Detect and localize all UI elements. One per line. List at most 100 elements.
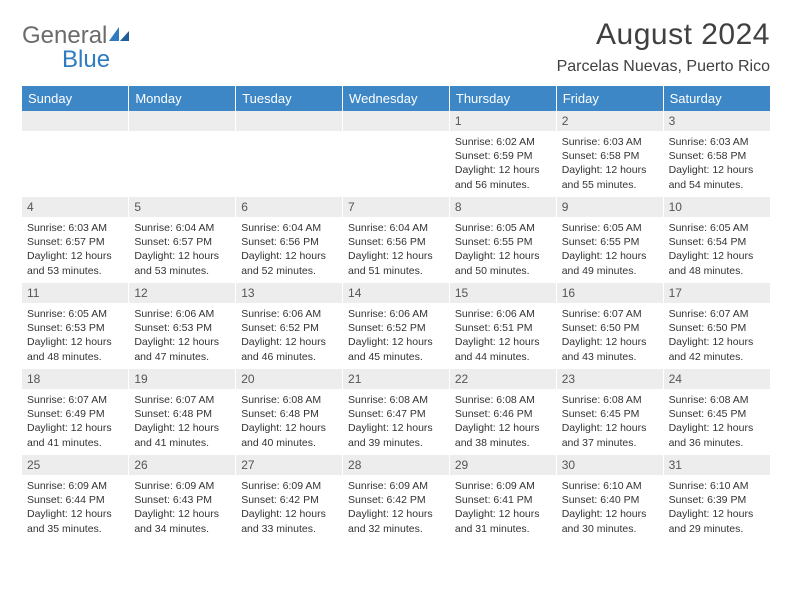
day-header: Monday xyxy=(129,86,236,111)
day-body: Sunrise: 6:06 AMSunset: 6:51 PMDaylight:… xyxy=(450,304,556,367)
calendar-cell: 26Sunrise: 6:09 AMSunset: 6:43 PMDayligh… xyxy=(129,455,236,541)
calendar-row: 11Sunrise: 6:05 AMSunset: 6:53 PMDayligh… xyxy=(22,283,770,369)
calendar-cell: 4Sunrise: 6:03 AMSunset: 6:57 PMDaylight… xyxy=(22,197,129,283)
calendar-cell: 16Sunrise: 6:07 AMSunset: 6:50 PMDayligh… xyxy=(556,283,663,369)
calendar-cell: 2Sunrise: 6:03 AMSunset: 6:58 PMDaylight… xyxy=(556,111,663,197)
calendar-cell xyxy=(22,111,129,197)
day-number: 29 xyxy=(450,455,556,476)
calendar-cell: 19Sunrise: 6:07 AMSunset: 6:48 PMDayligh… xyxy=(129,369,236,455)
day-number: 20 xyxy=(236,369,342,390)
day-body: Sunrise: 6:06 AMSunset: 6:52 PMDaylight:… xyxy=(236,304,342,367)
day-number: 1 xyxy=(450,111,556,132)
calendar-cell: 9Sunrise: 6:05 AMSunset: 6:55 PMDaylight… xyxy=(556,197,663,283)
day-body-empty xyxy=(343,132,449,188)
day-body: Sunrise: 6:08 AMSunset: 6:47 PMDaylight:… xyxy=(343,390,449,453)
day-body: Sunrise: 6:06 AMSunset: 6:52 PMDaylight:… xyxy=(343,304,449,367)
day-number: 6 xyxy=(236,197,342,218)
day-body: Sunrise: 6:09 AMSunset: 6:41 PMDaylight:… xyxy=(450,476,556,539)
day-number: 4 xyxy=(22,197,128,218)
day-number: 15 xyxy=(450,283,556,304)
calendar-cell: 13Sunrise: 6:06 AMSunset: 6:52 PMDayligh… xyxy=(236,283,343,369)
day-number: 27 xyxy=(236,455,342,476)
day-number: 3 xyxy=(664,111,770,132)
calendar-cell: 7Sunrise: 6:04 AMSunset: 6:56 PMDaylight… xyxy=(343,197,450,283)
calendar-cell: 22Sunrise: 6:08 AMSunset: 6:46 PMDayligh… xyxy=(449,369,556,455)
calendar-cell: 6Sunrise: 6:04 AMSunset: 6:56 PMDaylight… xyxy=(236,197,343,283)
day-body-empty xyxy=(129,132,235,188)
calendar-cell: 29Sunrise: 6:09 AMSunset: 6:41 PMDayligh… xyxy=(449,455,556,541)
day-number: 7 xyxy=(343,197,449,218)
calendar-cell: 10Sunrise: 6:05 AMSunset: 6:54 PMDayligh… xyxy=(663,197,770,283)
day-body: Sunrise: 6:04 AMSunset: 6:56 PMDaylight:… xyxy=(236,218,342,281)
calendar-cell: 1Sunrise: 6:02 AMSunset: 6:59 PMDaylight… xyxy=(449,111,556,197)
day-number: 18 xyxy=(22,369,128,390)
day-number: 22 xyxy=(450,369,556,390)
calendar-cell xyxy=(343,111,450,197)
calendar-cell: 3Sunrise: 6:03 AMSunset: 6:58 PMDaylight… xyxy=(663,111,770,197)
day-header: Wednesday xyxy=(343,86,450,111)
calendar-cell: 23Sunrise: 6:08 AMSunset: 6:45 PMDayligh… xyxy=(556,369,663,455)
calendar-cell: 8Sunrise: 6:05 AMSunset: 6:55 PMDaylight… xyxy=(449,197,556,283)
page-title: August 2024 xyxy=(557,18,770,52)
day-body: Sunrise: 6:08 AMSunset: 6:45 PMDaylight:… xyxy=(664,390,770,453)
calendar-head: SundayMondayTuesdayWednesdayThursdayFrid… xyxy=(22,86,770,111)
day-number: 14 xyxy=(343,283,449,304)
day-number: 5 xyxy=(129,197,235,218)
day-number: 2 xyxy=(557,111,663,132)
day-body: Sunrise: 6:05 AMSunset: 6:53 PMDaylight:… xyxy=(22,304,128,367)
calendar-cell: 21Sunrise: 6:08 AMSunset: 6:47 PMDayligh… xyxy=(343,369,450,455)
day-number: 26 xyxy=(129,455,235,476)
day-body: Sunrise: 6:09 AMSunset: 6:42 PMDaylight:… xyxy=(236,476,342,539)
page-subtitle: Parcelas Nuevas, Puerto Rico xyxy=(557,58,770,76)
day-body: Sunrise: 6:03 AMSunset: 6:58 PMDaylight:… xyxy=(557,132,663,195)
calendar-cell: 17Sunrise: 6:07 AMSunset: 6:50 PMDayligh… xyxy=(663,283,770,369)
day-body: Sunrise: 6:03 AMSunset: 6:58 PMDaylight:… xyxy=(664,132,770,195)
day-number: 25 xyxy=(22,455,128,476)
calendar-body: 1Sunrise: 6:02 AMSunset: 6:59 PMDaylight… xyxy=(22,111,770,541)
day-number: 13 xyxy=(236,283,342,304)
day-number-empty xyxy=(22,111,128,132)
calendar-cell xyxy=(236,111,343,197)
day-body: Sunrise: 6:02 AMSunset: 6:59 PMDaylight:… xyxy=(450,132,556,195)
day-body: Sunrise: 6:05 AMSunset: 6:55 PMDaylight:… xyxy=(450,218,556,281)
day-body: Sunrise: 6:05 AMSunset: 6:54 PMDaylight:… xyxy=(664,218,770,281)
calendar-cell: 15Sunrise: 6:06 AMSunset: 6:51 PMDayligh… xyxy=(449,283,556,369)
day-number: 31 xyxy=(664,455,770,476)
brand-part2: Blue xyxy=(62,48,110,72)
calendar-cell: 28Sunrise: 6:09 AMSunset: 6:42 PMDayligh… xyxy=(343,455,450,541)
day-body: Sunrise: 6:08 AMSunset: 6:46 PMDaylight:… xyxy=(450,390,556,453)
day-body-empty xyxy=(236,132,342,188)
day-number: 24 xyxy=(664,369,770,390)
day-body: Sunrise: 6:09 AMSunset: 6:44 PMDaylight:… xyxy=(22,476,128,539)
day-number: 17 xyxy=(664,283,770,304)
calendar-cell xyxy=(129,111,236,197)
calendar-cell: 5Sunrise: 6:04 AMSunset: 6:57 PMDaylight… xyxy=(129,197,236,283)
day-header: Friday xyxy=(556,86,663,111)
day-header: Saturday xyxy=(663,86,770,111)
calendar-cell: 25Sunrise: 6:09 AMSunset: 6:44 PMDayligh… xyxy=(22,455,129,541)
day-number: 21 xyxy=(343,369,449,390)
brand-part1: General xyxy=(22,22,107,49)
day-header: Tuesday xyxy=(236,86,343,111)
day-body: Sunrise: 6:08 AMSunset: 6:48 PMDaylight:… xyxy=(236,390,342,453)
day-body: Sunrise: 6:07 AMSunset: 6:49 PMDaylight:… xyxy=(22,390,128,453)
day-body: Sunrise: 6:10 AMSunset: 6:40 PMDaylight:… xyxy=(557,476,663,539)
day-number: 9 xyxy=(557,197,663,218)
day-header: Thursday xyxy=(449,86,556,111)
day-body: Sunrise: 6:09 AMSunset: 6:42 PMDaylight:… xyxy=(343,476,449,539)
day-number: 19 xyxy=(129,369,235,390)
header: General Blue August 2024 Parcelas Nuevas… xyxy=(22,18,770,76)
day-number: 8 xyxy=(450,197,556,218)
day-body: Sunrise: 6:08 AMSunset: 6:45 PMDaylight:… xyxy=(557,390,663,453)
calendar-cell: 20Sunrise: 6:08 AMSunset: 6:48 PMDayligh… xyxy=(236,369,343,455)
calendar-cell: 18Sunrise: 6:07 AMSunset: 6:49 PMDayligh… xyxy=(22,369,129,455)
calendar-cell: 11Sunrise: 6:05 AMSunset: 6:53 PMDayligh… xyxy=(22,283,129,369)
calendar-cell: 12Sunrise: 6:06 AMSunset: 6:53 PMDayligh… xyxy=(129,283,236,369)
day-number: 11 xyxy=(22,283,128,304)
day-body-empty xyxy=(22,132,128,188)
day-body: Sunrise: 6:03 AMSunset: 6:57 PMDaylight:… xyxy=(22,218,128,281)
day-body: Sunrise: 6:10 AMSunset: 6:39 PMDaylight:… xyxy=(664,476,770,539)
calendar-row: 18Sunrise: 6:07 AMSunset: 6:49 PMDayligh… xyxy=(22,369,770,455)
calendar-row: 1Sunrise: 6:02 AMSunset: 6:59 PMDaylight… xyxy=(22,111,770,197)
calendar-cell: 31Sunrise: 6:10 AMSunset: 6:39 PMDayligh… xyxy=(663,455,770,541)
